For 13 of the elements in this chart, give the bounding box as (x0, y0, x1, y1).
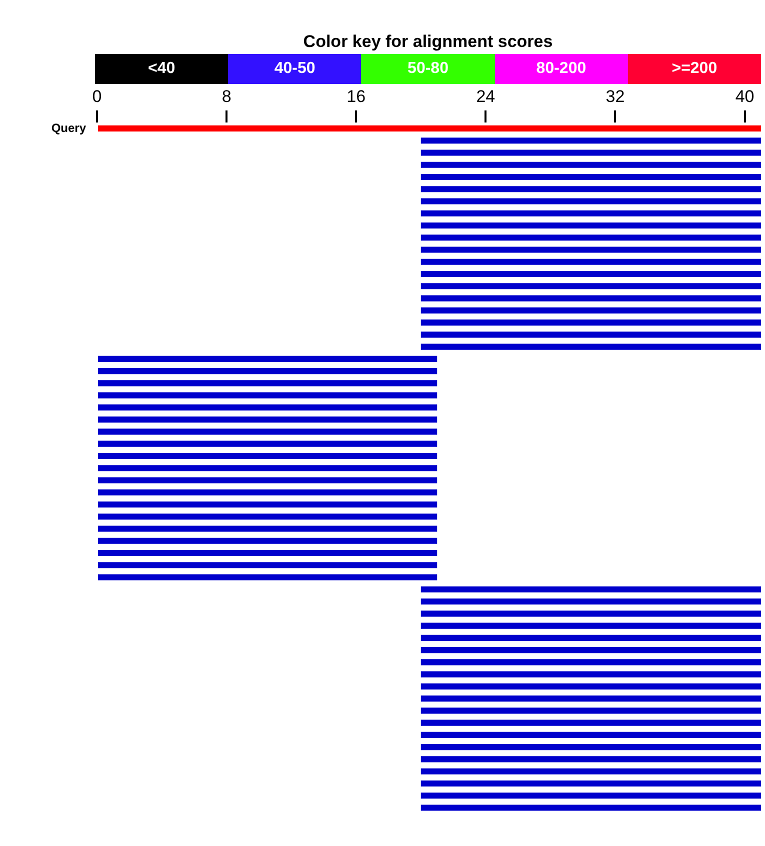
x-tick-label: 24 (476, 86, 496, 106)
x-tick-label: 0 (92, 86, 102, 106)
text: <40 (148, 60, 176, 77)
x-tick-label: 32 (606, 86, 625, 106)
x-tick-label: 16 (346, 86, 366, 106)
text: 80-200 (536, 60, 586, 77)
text: Color key for alignment scores (302, 31, 554, 53)
x-tick-label: 8 (222, 86, 232, 106)
text: 50-80 (408, 60, 448, 77)
text: >=200 (672, 60, 718, 77)
x-tick-label: 40 (735, 86, 754, 106)
y-tick-label: Query (51, 120, 86, 135)
text: 40-50 (274, 60, 316, 77)
